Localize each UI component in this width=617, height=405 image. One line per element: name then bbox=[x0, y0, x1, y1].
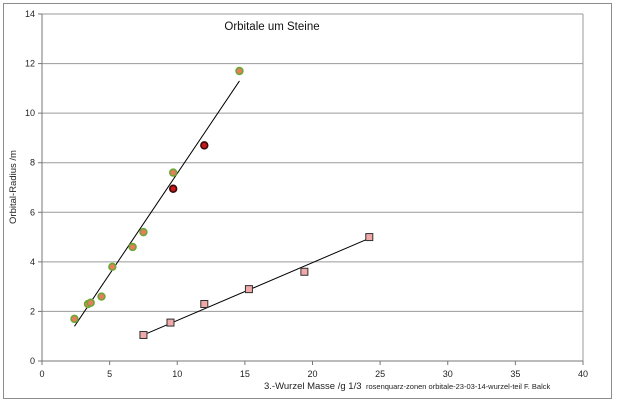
y-tick-label: 2 bbox=[30, 306, 35, 316]
y-tick-label: 14 bbox=[25, 9, 35, 19]
chart-footnote: rosenquarz-zonen orbitale-23-03-14-wurze… bbox=[366, 382, 551, 391]
x-tick-label: 30 bbox=[443, 369, 453, 379]
x-tick-label: 25 bbox=[375, 369, 385, 379]
x-tick-label: 20 bbox=[307, 369, 317, 379]
x-tick-label: 0 bbox=[39, 369, 44, 379]
circle-marker bbox=[168, 168, 178, 177]
trendline bbox=[74, 80, 240, 327]
square-marker bbox=[166, 318, 175, 327]
chart-title: Orbitale um Steine bbox=[224, 21, 319, 33]
y-tick-label: 0 bbox=[30, 356, 35, 366]
trendlines bbox=[74, 80, 370, 336]
x-axis-title: 3.-Wurzel Masse /g 1/3 bbox=[264, 381, 362, 392]
x-tick-label: 40 bbox=[578, 369, 588, 379]
y-tick-label: 6 bbox=[30, 207, 35, 217]
axes: 0 2 4 6 8 10 12 14 0 5 10 15 20 25 30 35 40 bbox=[25, 9, 588, 379]
circle-marker bbox=[70, 314, 79, 324]
square-marker bbox=[365, 233, 374, 242]
x-tick-label: 5 bbox=[107, 369, 112, 379]
trendline bbox=[143, 237, 370, 336]
y-tick-label: 8 bbox=[30, 158, 35, 168]
square-marker bbox=[244, 285, 253, 294]
circle-marker bbox=[168, 184, 178, 193]
square-marker bbox=[300, 267, 309, 276]
circle-marker bbox=[235, 66, 244, 76]
square-marker bbox=[139, 330, 148, 339]
circle-marker bbox=[97, 292, 106, 301]
y-tick-label: 10 bbox=[25, 108, 35, 118]
y-axis-title: Orbital-Radius /m bbox=[8, 150, 19, 224]
grid bbox=[42, 13, 584, 361]
x-tick-label: 15 bbox=[240, 369, 250, 379]
x-tick-label: 35 bbox=[510, 369, 520, 379]
circle-marker bbox=[86, 298, 95, 307]
chart-frame bbox=[3, 3, 612, 399]
circle-marker bbox=[139, 227, 148, 237]
y-tick-label: 12 bbox=[25, 59, 35, 69]
y-tick-label: 4 bbox=[30, 257, 35, 267]
circle-marker bbox=[200, 141, 209, 150]
data-points bbox=[70, 66, 374, 339]
x-tick-label: 10 bbox=[172, 369, 182, 379]
circle-marker bbox=[128, 242, 137, 252]
circle-marker bbox=[108, 262, 117, 272]
square-marker bbox=[200, 299, 209, 308]
